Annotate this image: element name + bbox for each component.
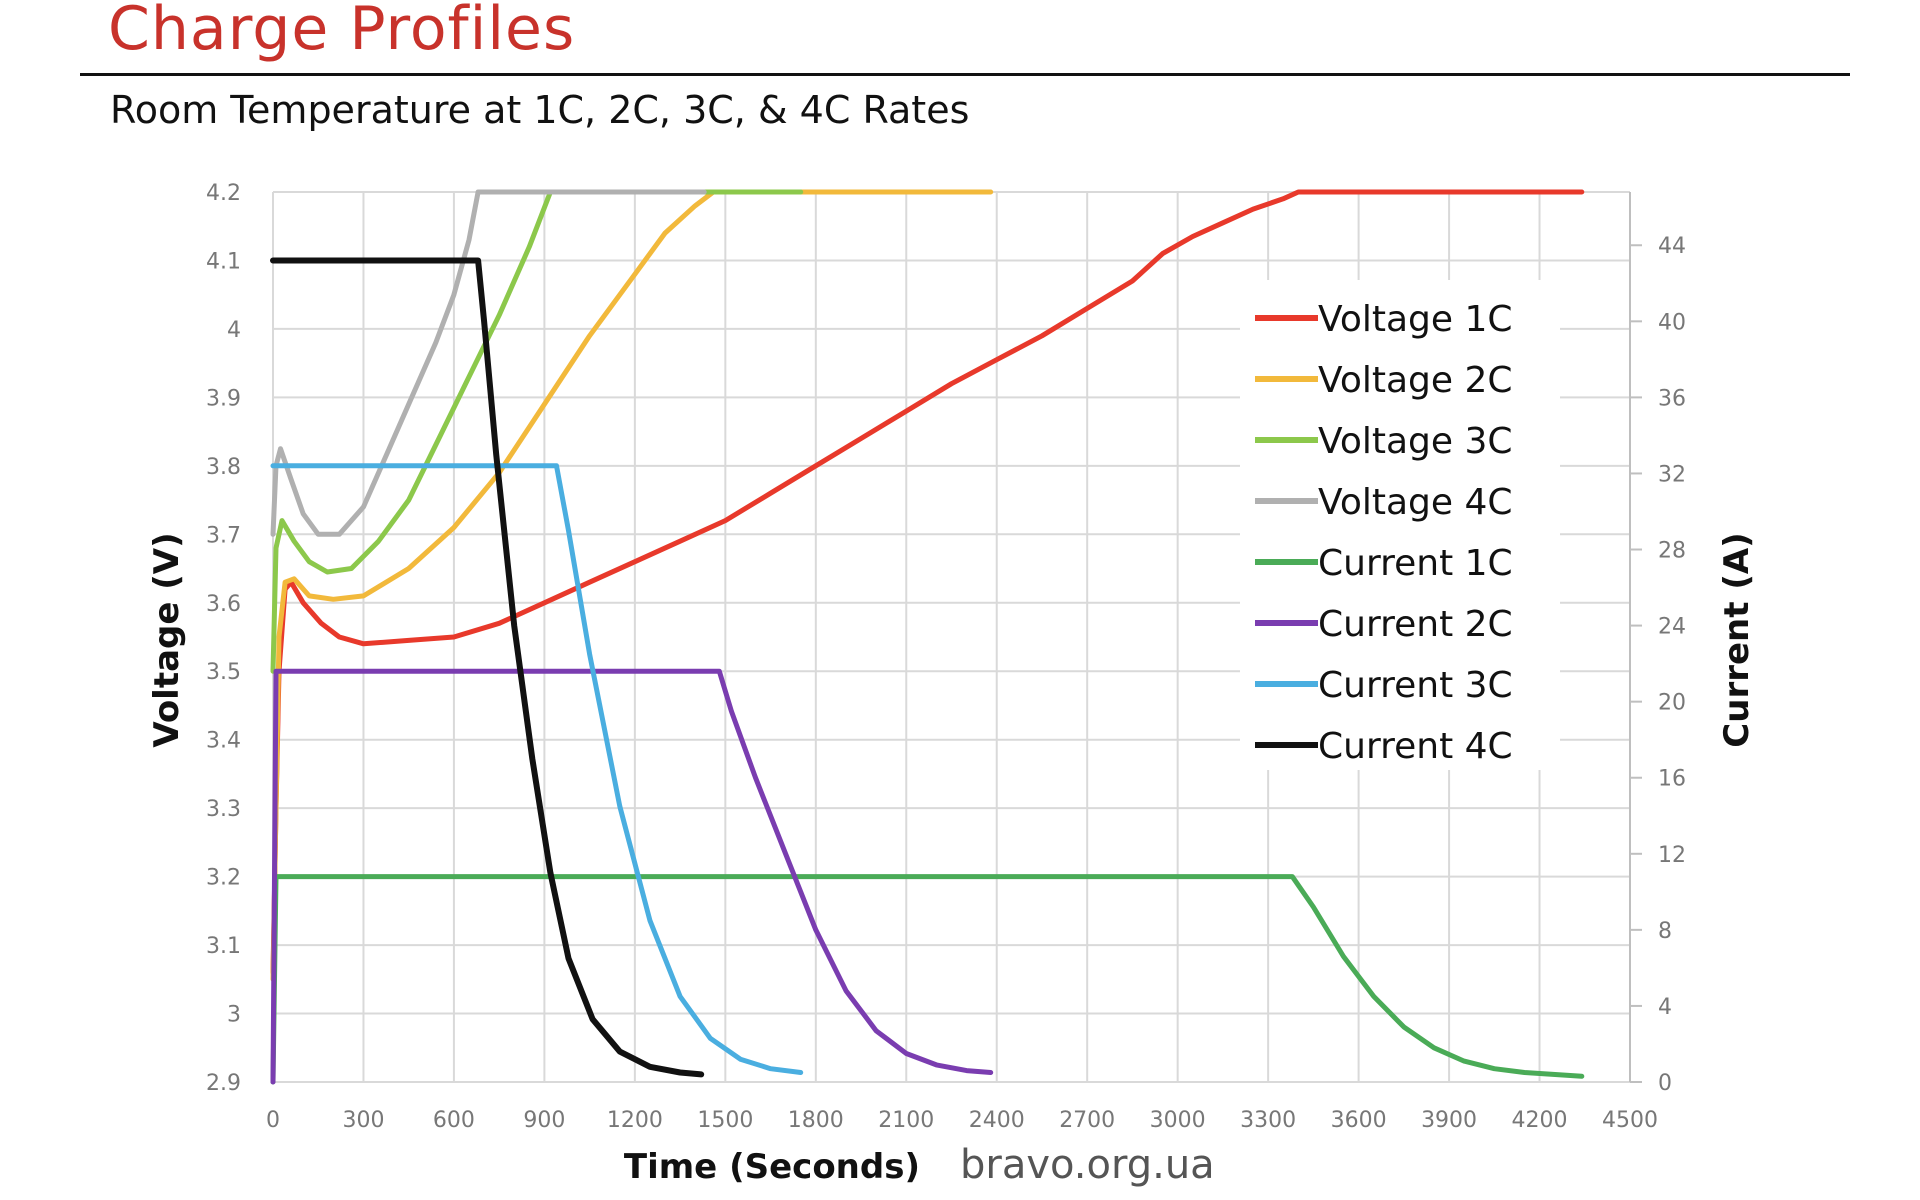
voltage-tick-label: 3.9 [206,386,241,411]
time-tick-label: 1200 [607,1108,663,1133]
voltage-tick-label: 4.1 [206,249,241,274]
current-tick-label: 32 [1658,462,1686,487]
series-line-current-3c [270,463,804,1075]
series-line-voltage-1c [270,189,1585,975]
legend-label-current-2c: Current 2C [1318,604,1513,645]
voltage-tick-label: 4 [227,318,241,343]
time-tick-label: 3000 [1150,1108,1206,1133]
series-line-voltage-3c [270,189,804,674]
legend-label-current-4c: Current 4C [1318,726,1513,767]
current-tick-label: 44 [1658,234,1686,259]
voltage-tick-label: 3.3 [206,797,241,822]
voltage-tick-label: 3.6 [206,592,241,617]
current-tick-label: 28 [1658,539,1686,564]
time-tick-label: 4200 [1512,1108,1568,1133]
page-title: Charge Profiles [108,0,576,64]
time-tick-label: 3600 [1331,1108,1387,1133]
current-axis-ticks: 0 4 8 12 16 20 24 28 32 36 40 44 [1630,234,1686,1096]
time-tick-label: 3300 [1240,1108,1296,1133]
time-tick-label: 600 [433,1108,475,1133]
current-tick-label: 24 [1658,615,1686,640]
time-tick-label: 3900 [1421,1108,1477,1133]
voltage-axis-ticks: 2.9 3 3.1 3.2 3.3 3.4 3.5 3.6 3.7 3.8 3.9 4 4.1 4.2 [206,181,241,1096]
time-tick-label: 0 [266,1108,280,1133]
watermark: bravo.org.ua [960,1142,1215,1188]
time-tick-label: 2100 [878,1108,934,1133]
time-tick-label: 2400 [969,1108,1025,1133]
title-divider [80,73,1850,76]
series-line-voltage-2c [270,189,994,982]
current-tick-label: 40 [1658,310,1686,335]
voltage-tick-label: 3 [227,1003,241,1028]
time-tick-label: 1500 [697,1108,753,1133]
legend-label-current-3c: Current 3C [1318,665,1513,706]
current-tick-label: 8 [1658,919,1672,944]
time-axis-ticks: 0 300 600 900 1200 1500 1800 2100 2400 2700 3000 33… [266,1108,1658,1133]
voltage-tick-label: 3.5 [206,660,241,685]
legend-label-voltage-1c: Voltage 1C [1318,299,1513,340]
legend-box [1240,280,1560,770]
legend: Voltage 1C Voltage 2C Voltage 3C Voltage 4C… [1240,280,1560,770]
time-tick-label: 1800 [788,1108,844,1133]
time-tick-label: 4500 [1602,1108,1658,1133]
legend-label-voltage-3c: Voltage 3C [1318,421,1513,462]
time-tick-label: 900 [523,1108,565,1133]
series-lines [270,189,1585,1085]
series-line-current-4c [270,257,705,1078]
voltage-tick-label: 3.2 [206,866,241,891]
voltage-tick-label: 3.8 [206,455,241,480]
x-axis-title: Time (Seconds) [624,1147,920,1187]
time-tick-label: 300 [342,1108,384,1133]
current-tick-label: 0 [1658,1071,1672,1096]
voltage-tick-label: 3.4 [206,729,241,754]
current-tick-label: 36 [1658,386,1686,411]
series-line-current-2c [270,668,994,1085]
y2-axis-title: Current (A) [1717,532,1757,747]
time-tick-label: 2700 [1059,1108,1115,1133]
voltage-tick-label: 2.9 [206,1071,241,1096]
legend-label-voltage-2c: Voltage 2C [1318,360,1513,401]
legend-label-voltage-4c: Voltage 4C [1318,482,1513,523]
legend-label-current-1c: Current 1C [1318,543,1513,584]
voltage-tick-label: 3.7 [206,523,241,548]
current-tick-label: 16 [1658,767,1686,792]
series-line-current-1c [270,874,1585,1085]
y-axis-title: Voltage (V) [147,532,187,747]
current-tick-label: 12 [1658,843,1686,868]
voltage-tick-label: 3.1 [206,934,241,959]
voltage-tick-label: 4.2 [206,181,241,206]
current-tick-label: 4 [1658,995,1672,1020]
page-subtitle: Room Temperature at 1C, 2C, 3C, & 4C Rat… [110,88,970,132]
current-tick-label: 20 [1658,691,1686,716]
